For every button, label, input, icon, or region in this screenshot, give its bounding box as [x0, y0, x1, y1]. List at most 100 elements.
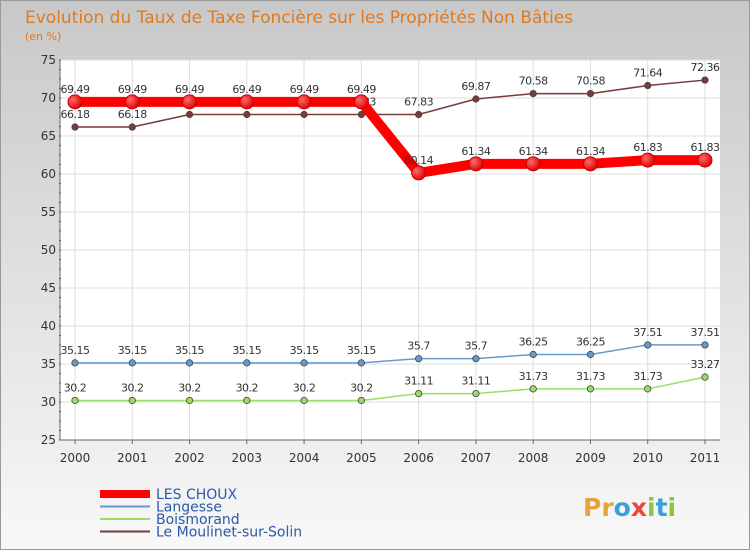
- y-tick-label: 50: [41, 243, 56, 257]
- data-point: [124, 94, 140, 110]
- data-label: 69.49: [118, 83, 147, 96]
- data-point: [529, 350, 537, 359]
- data-point: [582, 156, 598, 172]
- data-point: [128, 396, 136, 405]
- proxiti-logo: Proxiti: [583, 493, 676, 522]
- data-point: [411, 165, 427, 181]
- data-label: 35.15: [118, 344, 147, 357]
- x-tick-label: 2009: [575, 451, 606, 465]
- data-point: [71, 123, 79, 131]
- legend-label: Le Moulinet-sur-Solin: [156, 525, 302, 541]
- data-point: [243, 110, 251, 119]
- y-tick-label: 70: [41, 91, 56, 105]
- x-tick-label: 2006: [403, 451, 434, 465]
- data-point: [586, 89, 595, 98]
- data-point: [697, 152, 713, 168]
- x-tick-label: 2001: [117, 451, 148, 465]
- data-point: [182, 94, 198, 110]
- data-label: 60.14: [404, 154, 433, 167]
- data-label: 31.11: [461, 375, 490, 388]
- data-point: [300, 396, 308, 405]
- x-tick-label: 2002: [174, 451, 205, 465]
- data-point: [415, 110, 423, 119]
- data-label: 61.83: [691, 141, 720, 154]
- x-tick-label: 2005: [346, 451, 377, 465]
- data-label: 61.34: [576, 145, 605, 158]
- data-label: 61.83: [633, 141, 662, 154]
- y-tick-label: 45: [41, 281, 56, 295]
- data-label: 35.15: [61, 344, 90, 357]
- data-label: 31.73: [519, 370, 548, 383]
- data-point: [701, 373, 709, 381]
- data-label: 72.36: [691, 61, 720, 74]
- logo-letter: x: [631, 493, 647, 522]
- y-tick-label: 25: [41, 433, 56, 447]
- data-point: [644, 341, 652, 349]
- data-point: [529, 385, 537, 393]
- data-point: [128, 123, 136, 131]
- data-point: [701, 76, 709, 84]
- data-point: [243, 359, 251, 367]
- data-label: 36.25: [576, 336, 605, 349]
- grid: [60, 59, 720, 441]
- data-point: [185, 359, 194, 367]
- series-1: 35.15 35.15 35.15 35.15 35.15 35.15 35.7 35.7 36…: [61, 326, 720, 367]
- data-label: 70.58: [519, 75, 548, 88]
- data-label: 36.25: [519, 336, 548, 349]
- x-tick-label: 2011: [690, 451, 721, 465]
- series-2: 30.2 30.2 30.2 30.2 30.2 30.2 31.11 31.11 31.73 3…: [64, 358, 720, 405]
- logo-letter: t: [656, 493, 668, 522]
- y-tick-label: 55: [41, 205, 56, 219]
- data-label: 67.83: [404, 95, 433, 108]
- y-tick-label: 35: [41, 357, 56, 371]
- data-point: [239, 94, 255, 110]
- legend-label: Langesse: [156, 500, 222, 516]
- data-point: [185, 396, 194, 405]
- y-tick-label: 30: [41, 395, 56, 409]
- data-label: 69.49: [290, 83, 319, 96]
- chart-title: Evolution du Taux de Taxe Foncière sur l…: [25, 8, 573, 28]
- data-point: [243, 396, 251, 405]
- data-label: 69.49: [175, 83, 204, 96]
- data-point: [357, 396, 365, 405]
- data-point: [472, 355, 480, 363]
- data-label: 30.2: [178, 381, 201, 394]
- legend-label: Boismorand: [156, 512, 240, 528]
- data-label: 35.15: [232, 344, 261, 357]
- series-line: [74, 344, 706, 364]
- data-point: [640, 152, 656, 168]
- data-label: 35.15: [290, 344, 319, 357]
- x-tick-label: 2008: [518, 451, 549, 465]
- data-point: [644, 385, 652, 393]
- data-point: [701, 341, 709, 349]
- data-label: 30.2: [293, 381, 316, 394]
- series-line: [70, 96, 710, 178]
- data-point: [415, 389, 423, 398]
- data-label: 69.49: [61, 83, 90, 96]
- y-tick-label: 75: [41, 53, 56, 67]
- series-0: 69.49 69.49 69.49 69.49 69.49 69.49 60.14 61.34…: [61, 83, 720, 181]
- data-point: [529, 89, 537, 98]
- data-point: [300, 359, 308, 367]
- data-label: 37.51: [633, 326, 662, 339]
- data-label: 69.49: [347, 83, 376, 96]
- data-label: 30.2: [236, 381, 259, 394]
- logo-letter: i: [668, 493, 677, 522]
- legend-label: LES CHOUX: [156, 487, 238, 503]
- data-point: [300, 110, 308, 119]
- axes: 25 30 35 40 45 50 55 60 65 70 75 2000 2001 2002 2003 20…: [41, 53, 721, 465]
- data-label: 31.73: [633, 370, 662, 383]
- logo-letter: r: [601, 493, 614, 522]
- data-label: 30.2: [350, 381, 373, 394]
- data-point: [644, 81, 652, 90]
- y-tick-label: 60: [41, 167, 56, 181]
- data-point: [415, 355, 423, 363]
- data-label: 33.27: [691, 358, 720, 371]
- data-label: 69.87: [461, 80, 490, 93]
- data-point: [128, 359, 136, 367]
- x-tick-label: 2004: [289, 451, 320, 465]
- data-label: 66.18: [61, 108, 90, 121]
- data-label: 71.64: [633, 67, 662, 80]
- data-point: [71, 396, 79, 405]
